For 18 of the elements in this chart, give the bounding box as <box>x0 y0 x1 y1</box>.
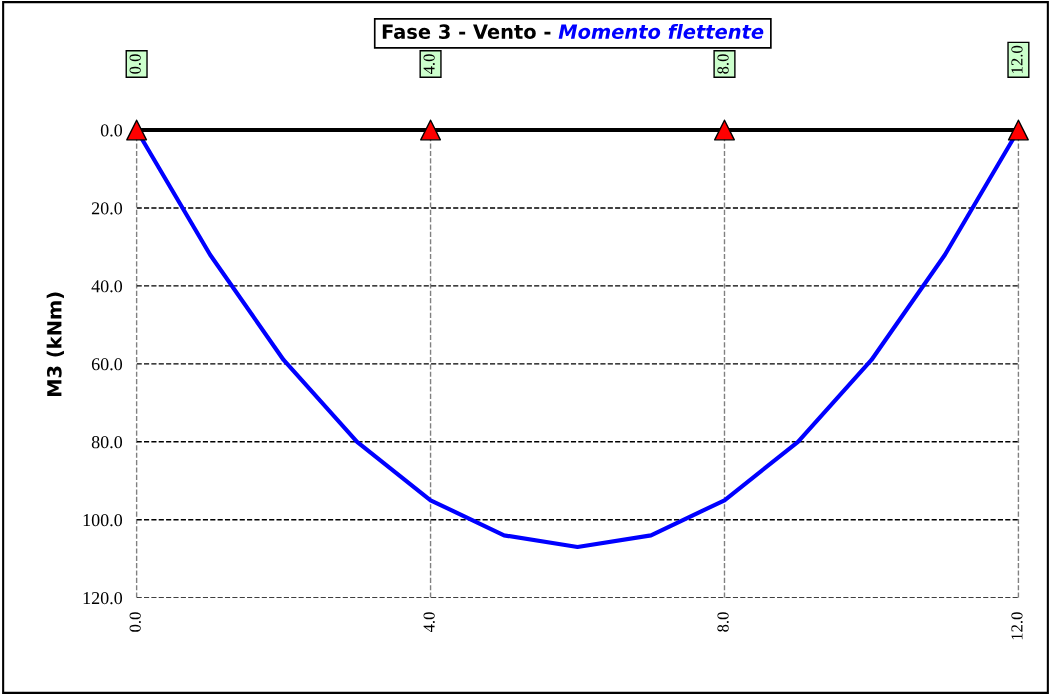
x2-tick-label: 12.0 <box>1011 45 1023 73</box>
y-tick-label: 120.0 <box>83 591 123 605</box>
chart-title: Fase 3 - Vento - <box>382 24 551 39</box>
y-axis-title: M3 (kNm) <box>46 292 64 397</box>
y-tick-label: 100.0 <box>83 514 123 527</box>
y-tick-label: 0.0 <box>100 124 123 137</box>
x-tick-label: 12.0 <box>1011 612 1023 640</box>
y-tick-label: 80.0 <box>91 436 123 449</box>
x2-tick-label: 8.0 <box>717 54 729 74</box>
x-tick-label: 0.0 <box>129 612 141 632</box>
y-tick-label: 60.0 <box>91 358 123 371</box>
x2-tick-label: 0.0 <box>129 54 141 74</box>
y-tick-label: 40.0 <box>91 280 123 293</box>
y-tick-label: 20.0 <box>91 202 123 215</box>
x-tick-label: 4.0 <box>423 612 435 633</box>
chart-subtitle: Momento flettente <box>558 23 764 39</box>
x2-tick-label: 4.0 <box>423 54 435 75</box>
x-tick-label: 8.0 <box>717 612 729 632</box>
